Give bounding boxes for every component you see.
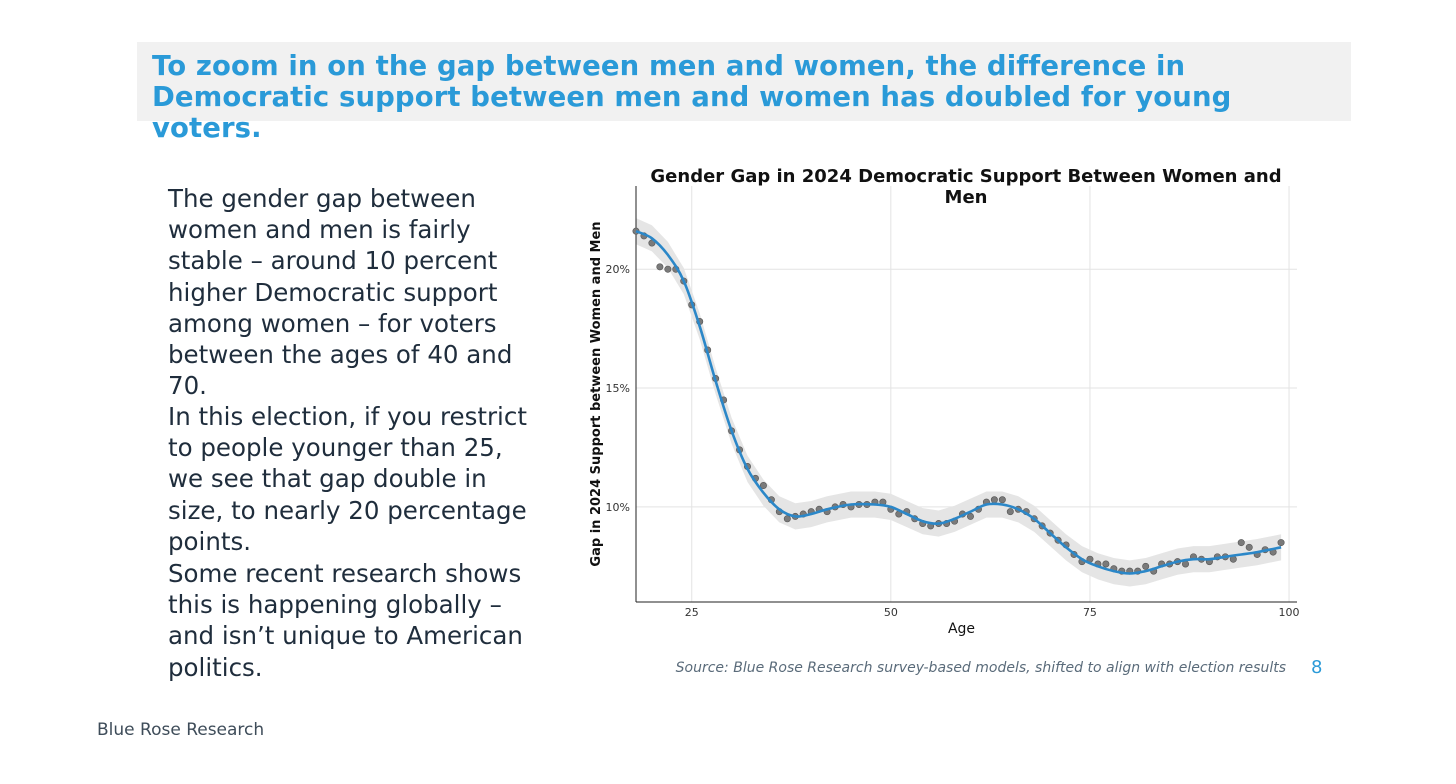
data-point xyxy=(1245,543,1253,551)
x-tick-label: 100 xyxy=(1279,606,1300,619)
body-paragraph-2: In this election, if you restrict to peo… xyxy=(168,402,527,556)
y-tick-label: 10% xyxy=(606,501,630,514)
body-paragraph-3: Some recent research shows this is happe… xyxy=(168,559,523,682)
data-point xyxy=(759,482,767,490)
x-axis-label: Age xyxy=(948,621,975,637)
y-axis-label: Gap in 2024 Support between Women and Me… xyxy=(589,221,604,566)
data-point xyxy=(998,496,1006,504)
page-number: 8 xyxy=(1311,657,1323,678)
data-point xyxy=(1006,508,1014,516)
confidence-band xyxy=(636,218,1282,587)
headline: To zoom in on the gap between men and wo… xyxy=(152,50,1232,144)
headline-box: To zoom in on the gap between men and wo… xyxy=(137,42,1351,144)
x-tick-label: 25 xyxy=(685,606,699,619)
data-point xyxy=(664,265,672,273)
x-tick-label: 75 xyxy=(1083,606,1097,619)
data-point xyxy=(1237,539,1245,547)
data-point xyxy=(1102,560,1110,568)
body-paragraph-1: The gender gap between women and men is … xyxy=(168,184,513,401)
data-point xyxy=(1277,539,1285,547)
data-point xyxy=(1142,562,1150,570)
data-point xyxy=(656,263,664,271)
y-tick-label: 15% xyxy=(606,382,630,395)
y-tick-label: 20% xyxy=(606,263,630,276)
data-point xyxy=(990,496,998,504)
data-point xyxy=(783,515,791,523)
x-tick-label: 50 xyxy=(884,606,898,619)
source-note: Source: Blue Rose Research survey-based … xyxy=(675,660,1286,676)
data-point xyxy=(966,512,974,520)
footer-brand: Blue Rose Research xyxy=(97,720,265,740)
chart-title: Gender Gap in 2024 Democratic Support Be… xyxy=(650,166,1282,208)
trend-line xyxy=(635,229,1282,575)
